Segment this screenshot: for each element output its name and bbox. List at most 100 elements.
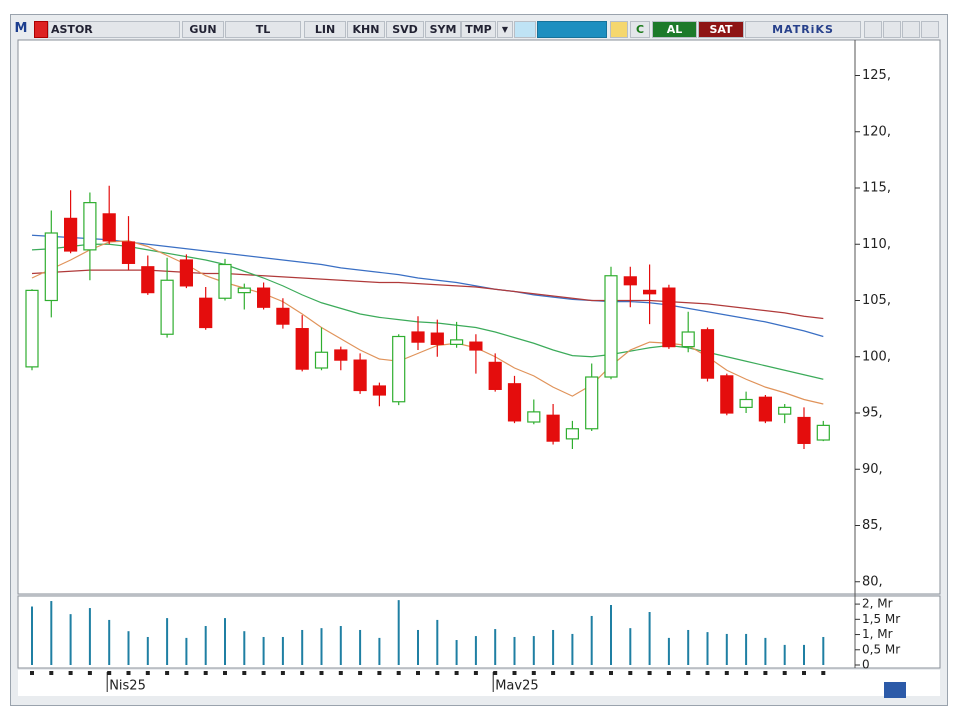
candle-body xyxy=(199,297,213,329)
toolbar-button[interactable]: KHN xyxy=(347,21,385,38)
candle-body xyxy=(102,213,116,242)
candle-body xyxy=(160,279,174,335)
toolbar-button[interactable]: TMP xyxy=(461,21,496,38)
toolbar-button[interactable]: SVD xyxy=(386,21,424,38)
candle-body xyxy=(720,375,734,414)
volume-bar xyxy=(610,605,612,665)
x-tick xyxy=(68,671,73,675)
x-tick xyxy=(647,671,652,675)
volume-bar xyxy=(474,636,477,665)
volume-bar xyxy=(262,636,265,665)
y-tick-label: 2, Mr xyxy=(862,597,893,611)
volume-bar xyxy=(224,618,226,665)
candle-body xyxy=(507,383,522,422)
y-tick-label: 105, xyxy=(862,293,891,308)
volume-bar xyxy=(764,637,767,665)
x-tick xyxy=(821,671,826,675)
date-axis xyxy=(18,670,940,696)
volume-bar xyxy=(687,629,690,665)
volume-bar xyxy=(301,629,304,665)
window-button[interactable] xyxy=(864,21,882,38)
candle-body xyxy=(565,428,580,440)
x-tick xyxy=(30,671,34,675)
x-tick xyxy=(49,671,54,675)
brand: MATRiKS xyxy=(745,21,861,38)
volume-bar xyxy=(513,636,516,665)
alert-button[interactable] xyxy=(610,21,628,38)
volume-bar xyxy=(648,612,651,665)
scale-button[interactable]: LIN xyxy=(304,21,346,38)
candle-body xyxy=(604,275,618,378)
candle-body xyxy=(700,329,715,379)
y-tick-label: 1, Mr xyxy=(862,627,893,641)
candle-body xyxy=(411,331,425,343)
volume-bar xyxy=(397,600,400,665)
moving-average xyxy=(31,240,824,405)
x-tick xyxy=(802,671,806,675)
volume-bar xyxy=(281,636,284,665)
dropdown-button[interactable]: ▼ xyxy=(497,21,513,38)
candle-body xyxy=(585,376,599,430)
y-tick-label: 110, xyxy=(862,237,891,252)
volume-bar xyxy=(803,644,805,665)
candle-body xyxy=(623,276,637,286)
x-tick xyxy=(416,671,420,675)
y-tick-label: 115, xyxy=(862,181,891,196)
currency-button[interactable]: TL xyxy=(225,21,301,38)
period-button[interactable]: GUN xyxy=(182,21,224,38)
x-tick xyxy=(724,671,729,675)
candle-body xyxy=(353,359,367,392)
x-tick xyxy=(473,671,478,675)
x-tick xyxy=(570,671,575,675)
toolbar-button[interactable]: C xyxy=(630,21,650,38)
x-tick xyxy=(280,671,285,675)
volume-bar xyxy=(69,614,72,665)
candle-body xyxy=(392,335,406,403)
x-tick xyxy=(686,671,691,675)
volume-bar xyxy=(185,637,188,665)
x-tick-label: Mav25 xyxy=(495,679,538,694)
volume-bar xyxy=(745,633,748,665)
x-tick xyxy=(377,671,382,675)
candle-body xyxy=(372,385,386,396)
window-button[interactable] xyxy=(902,21,920,38)
twitter-button[interactable] xyxy=(514,21,536,38)
volume-bar xyxy=(667,637,670,665)
window-button[interactable] xyxy=(921,21,939,38)
candle-body xyxy=(141,266,155,294)
y-tick-label: 85, xyxy=(862,518,883,533)
x-tick xyxy=(261,671,266,675)
x-tick xyxy=(358,671,363,675)
volume-bar xyxy=(31,606,33,665)
volume-panel xyxy=(17,595,941,669)
volume-bar xyxy=(339,626,342,665)
candle-body xyxy=(44,232,58,302)
x-tick xyxy=(705,671,710,675)
volume-bar xyxy=(455,640,458,665)
y-tick-label: 80, xyxy=(862,574,883,589)
y-tick-label: 90, xyxy=(862,462,883,477)
symbol-icon[interactable] xyxy=(34,21,48,38)
volume-bar xyxy=(629,628,632,665)
volume-bar xyxy=(127,631,130,665)
x-tick xyxy=(223,671,227,675)
volume-bar xyxy=(146,636,149,665)
candle-body xyxy=(527,411,541,423)
x-tick xyxy=(319,671,324,675)
x-tick xyxy=(107,671,112,675)
candle-body xyxy=(662,287,676,348)
buy-button[interactable]: AL xyxy=(652,21,697,38)
x-tick xyxy=(126,671,131,675)
x-tick xyxy=(165,671,170,675)
zoom-button[interactable] xyxy=(884,682,906,698)
window-button[interactable] xyxy=(883,21,901,38)
toolbar: M ASTOR GUN TL LIN KHN SVD SYM TMP ▼ C A… xyxy=(12,21,944,38)
candle-body xyxy=(642,289,657,295)
symbol-field[interactable]: ASTOR xyxy=(48,21,180,38)
y-tick-label: 120, xyxy=(862,124,891,139)
x-tick xyxy=(396,671,401,675)
x-tick xyxy=(300,671,305,675)
sell-button[interactable]: SAT xyxy=(698,21,744,38)
toolbar-button[interactable]: SYM xyxy=(425,21,461,38)
candle-body xyxy=(797,416,811,444)
